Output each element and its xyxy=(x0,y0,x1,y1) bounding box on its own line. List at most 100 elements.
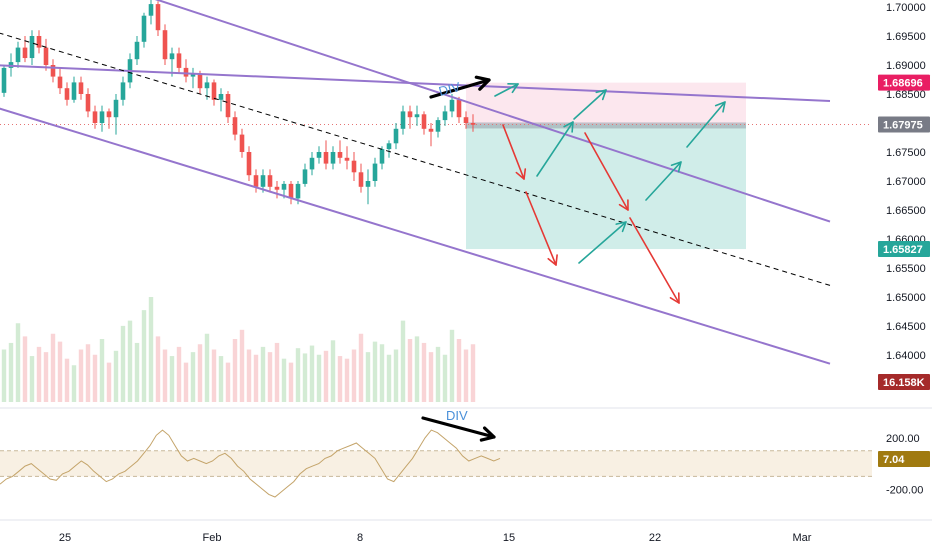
volume-bar xyxy=(246,349,252,402)
volume-bar xyxy=(253,354,259,402)
volume-bar xyxy=(64,358,70,402)
volume-bar xyxy=(92,354,98,402)
candle xyxy=(225,94,231,118)
price-tick-label: 1.69500 xyxy=(886,31,926,43)
oscillator-value-label xyxy=(878,451,930,467)
oscillator-tick-label: -200.00 xyxy=(886,484,923,496)
volume-bar xyxy=(421,342,427,402)
oscillator-layer xyxy=(0,429,872,498)
volume-bar xyxy=(190,352,196,402)
candle xyxy=(211,82,217,100)
candle xyxy=(113,99,119,118)
volume-bar xyxy=(120,325,126,402)
volume-bar xyxy=(449,329,455,402)
up-arrow xyxy=(536,121,574,177)
volume-bar xyxy=(218,356,224,402)
price-tick-label: 1.69000 xyxy=(886,60,926,72)
candle xyxy=(288,183,294,199)
volume-bar xyxy=(358,333,364,402)
volume-bar xyxy=(351,349,357,402)
candle xyxy=(330,152,336,164)
volume-bar xyxy=(337,356,343,402)
up-arrow xyxy=(686,101,726,148)
candle xyxy=(337,152,343,158)
price-label xyxy=(878,241,930,258)
div-arrow xyxy=(421,416,496,439)
candle xyxy=(463,117,469,123)
candle xyxy=(15,47,21,63)
volume-bar xyxy=(435,346,441,402)
background-layer xyxy=(0,82,872,250)
volume-bar xyxy=(400,320,406,402)
price-tick-label: 1.64000 xyxy=(886,350,926,362)
candle xyxy=(78,82,84,94)
volume-bar xyxy=(169,356,175,402)
down-arrow-head xyxy=(618,199,629,211)
down-arrow xyxy=(629,217,680,304)
candle xyxy=(365,181,371,187)
down-arrow-head xyxy=(669,292,680,304)
down-arrow xyxy=(525,191,557,266)
volume-bar xyxy=(344,358,350,402)
price-tick-label: 1.64500 xyxy=(886,321,926,333)
candle xyxy=(148,4,154,16)
candle xyxy=(43,47,49,65)
volume-bar xyxy=(232,339,238,402)
candle xyxy=(246,152,252,176)
volume-bar xyxy=(323,350,329,402)
volume-bar xyxy=(393,349,399,402)
down-arrow-head xyxy=(547,254,558,266)
up-arrow-head xyxy=(714,101,726,113)
candle xyxy=(351,160,357,173)
div-arrow-head xyxy=(479,426,496,442)
candle xyxy=(407,111,413,118)
candle xyxy=(316,152,322,158)
volume-bar xyxy=(309,345,315,402)
volume-bar xyxy=(211,349,217,402)
candle xyxy=(323,152,329,164)
volume-bar xyxy=(330,340,336,402)
candle xyxy=(372,163,378,181)
price-label-text: 1.68696 xyxy=(883,78,923,90)
volume-bar xyxy=(295,348,301,402)
volume-bar xyxy=(113,350,119,402)
candle xyxy=(470,123,476,125)
volume-bar xyxy=(162,349,168,402)
arrow-layer: DIV DIV xyxy=(421,75,726,442)
candle xyxy=(22,47,28,59)
candle xyxy=(36,36,42,48)
candle xyxy=(393,128,399,144)
price-tick-label: 1.65000 xyxy=(886,292,926,304)
volume-bar xyxy=(155,336,161,402)
volume-bar xyxy=(456,339,462,402)
price-tick-label: 1.65500 xyxy=(886,263,926,275)
channel-lower-trendline xyxy=(0,107,831,365)
candle xyxy=(449,99,455,112)
volume-bar xyxy=(50,333,56,402)
candle xyxy=(302,169,308,184)
candle xyxy=(386,143,392,150)
volume-bar xyxy=(470,344,476,402)
candle xyxy=(71,82,77,100)
div-label: DIV xyxy=(437,79,462,99)
volume-bar xyxy=(372,341,378,402)
volume-bar xyxy=(274,342,280,402)
candle xyxy=(281,183,287,190)
volume-bar xyxy=(463,349,469,402)
stop-zone xyxy=(466,124,746,250)
volume-bar xyxy=(379,344,385,402)
up-arrow-head xyxy=(615,221,627,233)
down-arrow-head xyxy=(515,168,527,180)
volume-bar xyxy=(260,346,266,402)
candle xyxy=(428,128,434,132)
oscillator-line xyxy=(0,429,501,498)
volume-bar xyxy=(288,362,294,402)
price-tick-label: 1.67500 xyxy=(886,147,926,159)
channel-upper-trendline xyxy=(154,0,831,223)
volume-bar xyxy=(43,352,49,402)
price-label-text: 1.67975 xyxy=(883,119,923,131)
oscillator-band xyxy=(0,450,872,477)
